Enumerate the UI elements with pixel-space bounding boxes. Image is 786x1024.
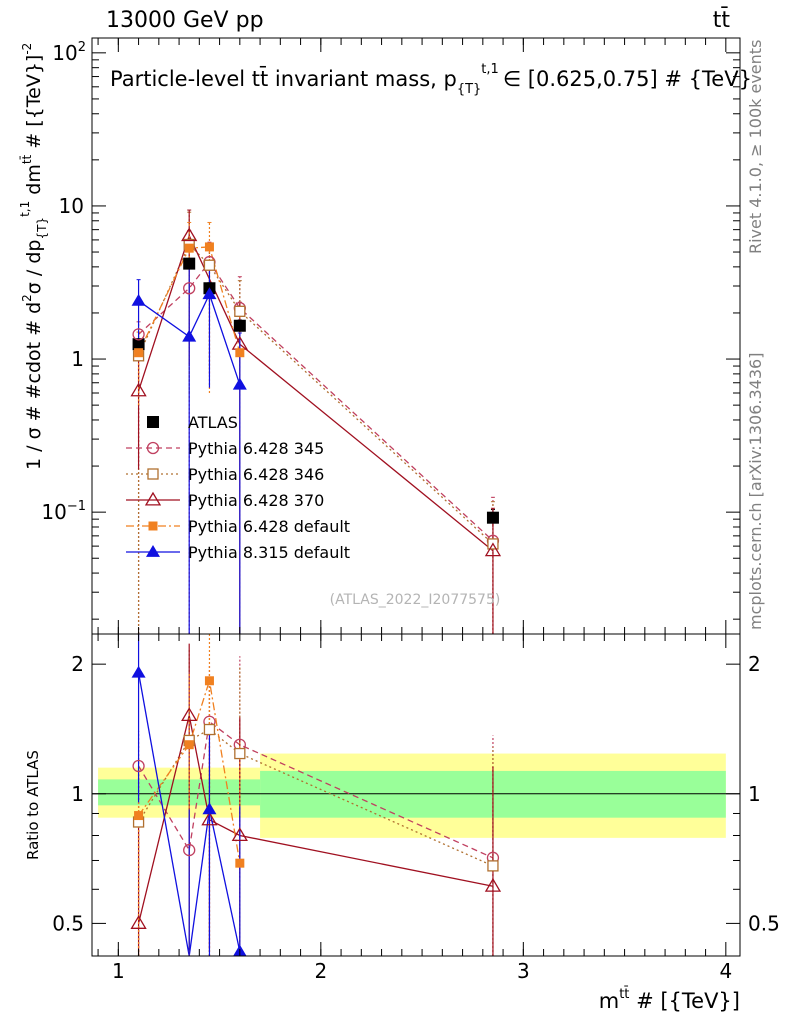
energy-label: 13000 GeV pp xyxy=(106,8,264,33)
data-point xyxy=(132,328,145,341)
data-point xyxy=(202,287,217,300)
ratio-line-0 xyxy=(138,720,494,859)
ratio-point xyxy=(130,915,147,929)
data-point xyxy=(486,511,499,524)
ratio-point xyxy=(132,759,145,773)
data-point xyxy=(235,348,245,358)
legend-marker xyxy=(148,521,158,531)
ratio-point xyxy=(484,877,502,892)
title-tail: ∈ [0.625,0.75] # {TeV} xyxy=(503,67,752,91)
ratio-y-tick-label-right: 1 xyxy=(748,782,761,806)
data-point xyxy=(234,305,246,317)
ratio-point xyxy=(231,827,248,842)
green-band xyxy=(98,779,261,806)
ratio-point xyxy=(234,747,246,760)
ratio-markers xyxy=(130,665,502,957)
ratio-y-tick-label: 0.5 xyxy=(52,911,84,935)
ratio-y-tick-label-right: 0.5 xyxy=(748,911,780,935)
ratio-y-tick-label: 1 xyxy=(71,782,84,806)
data-point xyxy=(184,243,194,253)
data-point xyxy=(232,377,247,390)
data-point xyxy=(181,227,198,242)
ratio-point xyxy=(181,707,198,722)
main-title: Particle-level tt̄ invariant mass, p{T}t… xyxy=(110,62,752,97)
legend-marker xyxy=(146,441,160,455)
ratio-point xyxy=(487,860,499,872)
ratio-point xyxy=(235,858,245,868)
title-tbar: t̄ xyxy=(259,66,268,91)
ratio-y-tick-label: 2 xyxy=(71,652,84,676)
ratio-point xyxy=(202,802,217,815)
y-tick-label: 10−1 xyxy=(41,499,86,524)
ratio-uncertainty-bands xyxy=(98,753,726,838)
data-point xyxy=(183,257,196,270)
analysis-watermark: (ATLAS_2022_I2077575) xyxy=(330,592,501,608)
ratio-point xyxy=(203,723,216,736)
y-tick-label: 10 xyxy=(59,194,84,218)
ratio-ylabel: Ratio to ATLAS xyxy=(24,750,42,860)
ratio-xlabel: mtt̄ # [{TeV}] xyxy=(599,987,740,1013)
ratio-y-tick-label-right: 2 xyxy=(748,652,761,676)
title-main: Particle-level t xyxy=(110,67,260,91)
mcplots-label: mcplots.cern.ch [arXiv:1306.3436] xyxy=(746,353,765,630)
data-point xyxy=(182,329,197,342)
title-sub: {T} xyxy=(457,82,481,97)
ratio-axis-ticks: 0.5 0.5 1 1 2 2 1 2 3 4 xyxy=(52,634,780,983)
main-markers xyxy=(130,227,502,557)
title-mid: invariant mass, p xyxy=(268,67,457,91)
ratio-point xyxy=(183,843,196,857)
data-point xyxy=(204,242,214,252)
ratio-line-1 xyxy=(138,728,494,867)
data-point xyxy=(183,282,196,295)
legend-label: Pythia 6.428 370 xyxy=(188,491,324,510)
process-label: tt̄ xyxy=(713,7,731,33)
legend-marker xyxy=(147,416,159,428)
ratio-point xyxy=(204,676,214,686)
legend-label: ATLAS xyxy=(188,413,238,432)
ratio-point xyxy=(184,740,194,750)
legend-label: Pythia 6.428 346 xyxy=(188,465,324,484)
data-point xyxy=(131,293,146,306)
legend-label: Pythia 6.428 default xyxy=(188,517,350,536)
series-line-5 xyxy=(138,292,241,385)
ratio-x-tick-label: 3 xyxy=(517,959,530,983)
data-point xyxy=(134,348,144,358)
data-point xyxy=(203,259,216,271)
ratio-line-4 xyxy=(137,672,241,957)
y-tick-label: 102 xyxy=(52,40,86,65)
ratio-point xyxy=(131,665,146,678)
main-panel: 10−1 1 10 102 Particle-level tt̄ invariant … xyxy=(18,37,752,635)
title-sup: t,1 xyxy=(481,62,499,77)
ratio-point xyxy=(134,811,144,821)
ratio-panel: 0.5 0.5 1 1 2 2 1 2 3 4 Ratio to ATLAS mtt̄ # [{T… xyxy=(24,633,780,1013)
ratio-x-tick-label: 2 xyxy=(314,959,327,983)
rivet-label: Rivet 4.1.0, ≥ 100k events xyxy=(746,40,765,254)
legend-marker xyxy=(146,545,160,557)
data-point xyxy=(484,542,502,557)
y-tick-label: 1 xyxy=(71,347,84,371)
ratio-line-3 xyxy=(138,680,241,864)
ratio-x-tick-label: 4 xyxy=(719,959,732,983)
ratio-x-tick-label: 1 xyxy=(112,959,125,983)
data-point xyxy=(130,382,147,397)
main-axis-ticks: 10−1 1 10 102 xyxy=(41,38,740,634)
data-point xyxy=(233,319,246,332)
legend-marker xyxy=(147,468,159,480)
ratio-frame xyxy=(91,633,741,957)
main-ylabel: 1 / σ # #cdot # d2σ / dp{T}t,1 dmtt̄ # [… xyxy=(18,43,49,470)
legend-label: Pythia 8.315 default xyxy=(188,543,350,562)
legend-label: Pythia 6.428 345 xyxy=(188,439,324,458)
legend-marker xyxy=(144,491,162,506)
data-point xyxy=(132,338,145,351)
ratio-point xyxy=(201,811,218,826)
legend: ATLAS Pythia 6.428 345 Pythia 6.428 346 Pyt… xyxy=(126,413,350,562)
